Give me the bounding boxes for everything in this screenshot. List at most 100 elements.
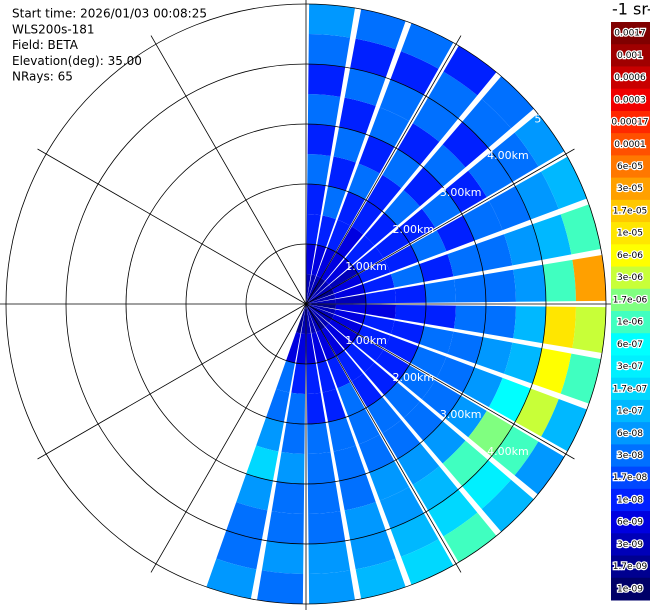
cell: [462, 460, 512, 510]
cell: [453, 305, 486, 334]
info-text: NRays: 65: [12, 70, 73, 84]
cell: [358, 325, 391, 349]
cell: [491, 426, 539, 476]
cell: [382, 149, 421, 189]
cell: [447, 331, 483, 364]
cell: [365, 304, 396, 319]
colorbar-label: 1e-05: [617, 229, 643, 239]
cell: [337, 382, 365, 417]
cell: [532, 214, 572, 260]
colorbar-label: 1.7e-09: [613, 562, 648, 572]
range-label: 4.00km: [487, 445, 529, 458]
cell: [306, 304, 316, 334]
cell: [321, 327, 345, 356]
cell: [308, 570, 355, 604]
cell: [336, 226, 364, 258]
colorbar-cell: [611, 399, 650, 423]
cell: [410, 230, 447, 262]
cell: [348, 163, 380, 200]
cell: [334, 284, 365, 299]
cell: [513, 306, 546, 344]
colorbar-cell: [611, 288, 650, 312]
colorbar-cell: [611, 422, 650, 445]
colorbar-label: 1.7e-08: [613, 473, 648, 483]
field: [206, 4, 606, 604]
cell: [328, 156, 356, 191]
colorbar-cell: [611, 333, 650, 356]
cell: [350, 38, 396, 78]
cell: [560, 353, 601, 404]
cell: [345, 235, 375, 265]
cell: [306, 184, 326, 216]
colorbar-label: 1e-08: [617, 495, 643, 505]
colorbar-cell: [611, 377, 650, 401]
cell: [308, 34, 351, 68]
cell: [308, 511, 346, 544]
range-label: 5: [534, 112, 541, 125]
cell: [306, 304, 336, 309]
cell: [442, 440, 489, 487]
cell: [317, 360, 336, 393]
cell: [369, 460, 410, 501]
cell: [276, 360, 295, 393]
colorbar-cell: [611, 177, 650, 201]
cell: [412, 97, 459, 142]
cell: [333, 127, 366, 163]
cell: [400, 23, 454, 69]
cell: [271, 481, 305, 514]
cell: [308, 64, 346, 97]
cell: [306, 304, 326, 330]
cell: [447, 244, 483, 277]
cell: [419, 326, 454, 354]
cell: [514, 441, 565, 495]
cell: [436, 215, 475, 252]
cell: [369, 107, 410, 148]
cell: [375, 349, 410, 381]
colorbar-title: -1 sr-: [612, 0, 650, 19]
colorbar-label: 1e-09: [617, 584, 643, 594]
colorbar-label: 0.0006: [614, 73, 646, 83]
cell: [384, 335, 419, 363]
cell: [236, 473, 273, 511]
cell: [335, 294, 366, 304]
cell: [344, 68, 386, 106]
cell: [362, 274, 395, 293]
cell: [327, 356, 351, 389]
cell: [443, 45, 497, 96]
range-label: 2.00km: [393, 371, 435, 384]
cell: [542, 259, 576, 302]
colorbar: -1 sr- 0.0017 0.001 0.0006 0.0003 0.00017 0.00…: [610, 0, 650, 601]
spoke: [305, 35, 462, 305]
cell: [355, 558, 406, 599]
colorbar-cell: [611, 511, 650, 534]
cell: [306, 284, 332, 304]
spoke: [150, 35, 307, 305]
cell: [384, 382, 420, 418]
colorbar-cell: [611, 266, 650, 290]
spoke: [37, 148, 307, 305]
cell: [335, 304, 366, 314]
cell: [307, 451, 336, 484]
spoke: [305, 303, 462, 573]
cell: [382, 419, 421, 459]
cell: [483, 269, 516, 303]
cell: [364, 362, 398, 396]
cell: [468, 410, 513, 457]
spoke: [150, 303, 307, 573]
colorbar-label: 1e-07: [617, 407, 643, 417]
colorbar-label: 6e-05: [617, 162, 643, 172]
cell: [423, 421, 466, 464]
cell: [321, 252, 345, 281]
colorbar-cell: [611, 444, 650, 468]
cell: [423, 144, 466, 187]
cell: [443, 512, 497, 563]
colorbar-cell: [611, 44, 650, 67]
cell: [394, 284, 426, 304]
cell: [462, 98, 512, 148]
cell: [504, 224, 542, 266]
cell: [337, 191, 365, 226]
labels: 1.00km 1.00km 2.00km 2.00km 3.00km 3.00km 4.00…: [12, 7, 541, 458]
cell: [398, 365, 436, 400]
cell: [400, 539, 454, 585]
